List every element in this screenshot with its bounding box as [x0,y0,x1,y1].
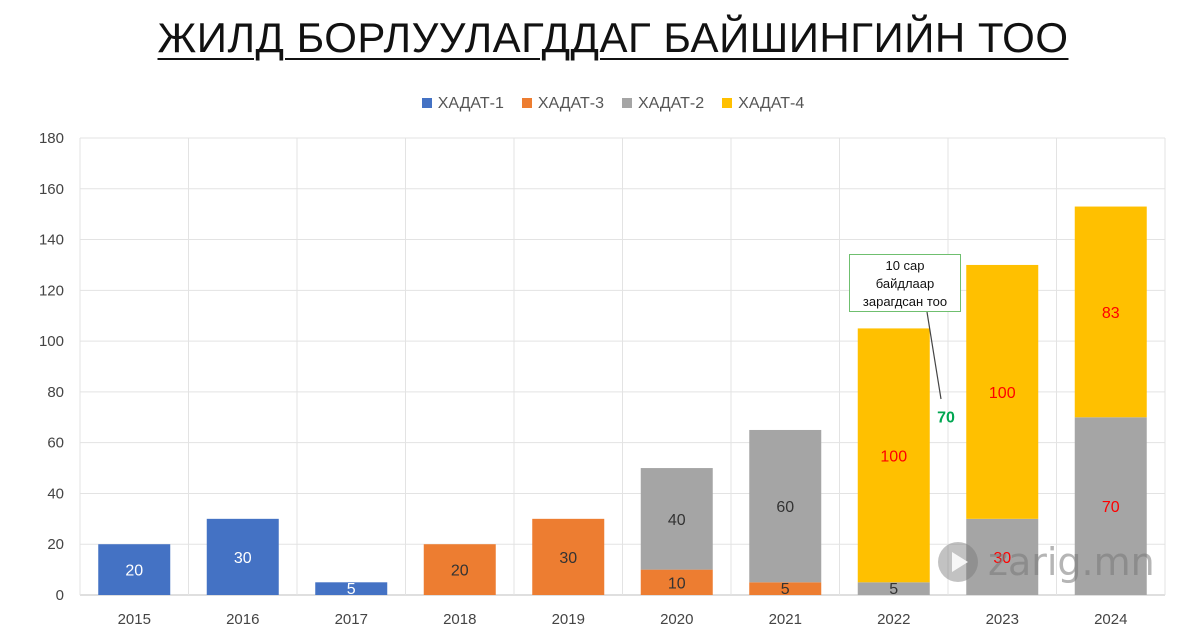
bar-segment [532,518,605,595]
watermark-text: zarig.mn [988,540,1155,584]
data-label: 100 [880,448,907,465]
x-tick-label: 2024 [1094,611,1127,628]
data-label: 30 [993,550,1011,567]
legend-swatch [722,98,733,108]
bar-segment [749,582,822,595]
data-label: 5 [781,581,790,598]
data-label: 5 [347,581,356,598]
y-tick-label: 140 [39,232,64,249]
annotation-callout: 10 сар байдлаар зарагдсан тоо [849,254,961,312]
legend-item: ХАДАТ-1 [421,95,504,113]
data-label: 30 [234,550,252,567]
legend-item: ХАДАТ-2 [622,95,704,113]
data-label: 83 [1102,305,1120,322]
callout-line: байдлаар [875,276,935,291]
x-tick-label: 2020 [660,611,693,628]
chart-title: ЖИЛД БОРЛУУЛАГДДАГ БАЙШИНГИЙН ТОО [157,14,1069,61]
bar-segment [966,264,1039,519]
x-tick-label: 2021 [769,611,802,628]
bar-segment [1074,417,1147,595]
data-label: 20 [451,563,469,580]
legend-swatch [421,98,432,108]
bar-segment [206,518,279,595]
x-tick-label: 2015 [118,611,151,628]
y-tick-label: 160 [39,181,64,198]
y-tick-label: 180 [39,130,64,147]
x-tick-label: 2022 [877,611,910,628]
y-tick-label: 60 [47,435,64,452]
x-tick-label: 2019 [552,611,585,628]
legend-swatch [622,98,632,108]
data-label: 30 [559,550,577,567]
annotation-value: 70 [937,409,955,426]
y-tick-label: 120 [39,282,64,299]
y-tick-label: 80 [47,384,64,401]
data-label: 40 [668,512,686,529]
x-tick-label: 2016 [226,611,259,628]
legend-label: ХАДАТ-3 [537,95,604,112]
data-label: 70 [1102,499,1120,516]
legend-item: ХАДАТ-3 [521,95,604,113]
data-label: 5 [889,581,898,598]
data-label: 60 [776,499,794,516]
bar-segment [749,429,822,583]
bar-segment [857,328,930,583]
x-tick-label: 2018 [443,611,476,628]
x-tick-label: 2023 [986,611,1019,628]
y-tick-label: 20 [47,536,64,553]
data-label: 20 [125,563,143,580]
y-tick-label: 100 [39,333,64,350]
callout-line: зарагдсан тоо [862,294,948,309]
bar-segment [966,518,1039,595]
legend-label: ХАДАТ-4 [738,95,805,112]
bar-segment [857,582,930,595]
callout-pointer [926,311,942,400]
play-logo-icon [938,542,978,582]
y-tick-label: 0 [56,587,64,604]
callout-line: 10 сар [885,258,925,273]
legend-label: ХАДАТ-2 [638,95,705,112]
watermark: zarig.mn [936,540,1155,584]
bar-segment [1074,206,1147,418]
bar-segment [315,582,388,595]
bar-segment [423,544,496,595]
bar-segment [640,468,713,570]
data-label: 10 [668,575,686,592]
legend-label: ХАДАТ-1 [437,95,504,112]
legend: ХАДАТ-1 ХАДАТ-3 ХАДАТ-2 ХАДАТ-4 [0,95,1200,113]
data-label: 100 [989,385,1016,402]
x-tick-label: 2017 [335,611,368,628]
legend-item: ХАДАТ-4 [722,95,804,113]
bar-segment [640,569,713,595]
y-tick-label: 40 [47,485,64,502]
legend-swatch [521,98,532,108]
bar-segment [98,544,171,595]
